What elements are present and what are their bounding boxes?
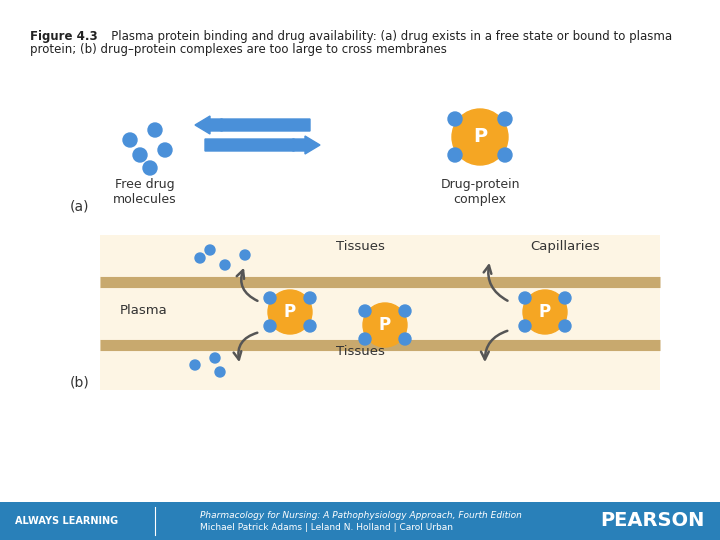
Text: Capillaries: Capillaries (530, 240, 600, 253)
Circle shape (210, 353, 220, 363)
FancyArrow shape (195, 116, 310, 134)
Text: Plasma: Plasma (120, 303, 168, 316)
Text: PEARSON: PEARSON (600, 511, 705, 530)
FancyBboxPatch shape (100, 345, 660, 390)
Circle shape (519, 292, 531, 304)
Circle shape (523, 290, 567, 334)
Circle shape (498, 112, 512, 126)
Circle shape (304, 320, 316, 332)
Circle shape (399, 305, 411, 317)
Text: protein; (b) drug–protein complexes are too large to cross membranes: protein; (b) drug–protein complexes are … (30, 43, 447, 56)
Text: P: P (379, 316, 391, 334)
Circle shape (559, 292, 571, 304)
Circle shape (220, 260, 230, 270)
Text: Plasma protein binding and drug availability: (a) drug exists in a free state or: Plasma protein binding and drug availabi… (100, 30, 672, 43)
Circle shape (205, 245, 215, 255)
Text: (a): (a) (70, 200, 89, 214)
Text: Drug-protein
complex: Drug-protein complex (440, 178, 520, 206)
FancyBboxPatch shape (0, 502, 720, 540)
Text: P: P (284, 303, 296, 321)
Text: Free drug
molecules: Free drug molecules (113, 178, 177, 206)
Circle shape (268, 290, 312, 334)
Circle shape (363, 303, 407, 347)
Circle shape (133, 148, 147, 162)
Text: P: P (473, 127, 487, 146)
Circle shape (559, 320, 571, 332)
Text: ALWAYS LEARNING: ALWAYS LEARNING (15, 516, 118, 526)
Circle shape (304, 292, 316, 304)
FancyArrow shape (205, 136, 320, 154)
Circle shape (448, 112, 462, 126)
FancyBboxPatch shape (100, 235, 660, 282)
Circle shape (143, 161, 157, 175)
FancyBboxPatch shape (100, 282, 660, 345)
Text: Tissues: Tissues (336, 345, 384, 358)
Circle shape (399, 333, 411, 345)
Text: (b): (b) (70, 375, 90, 389)
Text: P: P (539, 303, 551, 321)
Circle shape (359, 333, 371, 345)
Text: Pharmacology for Nursing: A Pathophysiology Approach, Fourth Edition: Pharmacology for Nursing: A Pathophysiol… (200, 511, 522, 521)
Circle shape (215, 367, 225, 377)
Circle shape (123, 133, 137, 147)
Circle shape (519, 320, 531, 332)
Circle shape (452, 109, 508, 165)
Text: Figure 4.3: Figure 4.3 (30, 30, 98, 43)
Circle shape (448, 148, 462, 162)
Circle shape (264, 292, 276, 304)
Text: Michael Patrick Adams | Leland N. Holland | Carol Urban: Michael Patrick Adams | Leland N. Hollan… (200, 523, 453, 531)
Circle shape (158, 143, 172, 157)
Circle shape (148, 123, 162, 137)
Circle shape (190, 360, 200, 370)
Text: Tissues: Tissues (336, 240, 384, 253)
Circle shape (240, 250, 250, 260)
Circle shape (359, 305, 371, 317)
Circle shape (264, 320, 276, 332)
Circle shape (195, 253, 205, 263)
Circle shape (498, 148, 512, 162)
